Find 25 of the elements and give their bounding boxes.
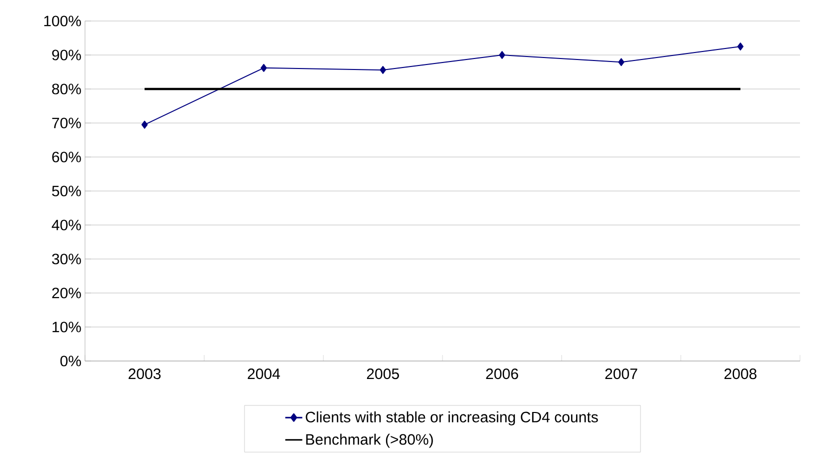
y-tick-label: 20% [52,288,81,298]
y-tick-label: 30% [52,254,81,264]
point [737,42,744,50]
point [141,120,148,129]
x-tick-label: 2006 [486,368,518,380]
y-tick-label: 70% [52,118,81,128]
legend-label: Clients with stable or increasing CD4 counts [306,411,598,426]
point [380,66,386,74]
y-tick-label: 90% [52,50,81,60]
y-tick-label: 60% [52,152,81,162]
y-tick-label: 40% [52,220,81,230]
x-tick-label: 2003 [128,368,161,380]
x-tick-label: 2007 [605,368,638,380]
y-tick-label: 80% [52,84,81,94]
x-tick-label: 2005 [366,368,399,380]
y-tick-label: 10% [52,322,81,332]
point [618,58,624,66]
x-tick-label: 2008 [724,368,756,380]
y-tick-label: 50% [52,186,81,196]
legend-label: Benchmark (>80%) [306,434,433,448]
point [260,64,267,72]
x-tick-label: 2004 [248,368,280,380]
y-tick-label: 0% [60,356,81,366]
y-tick-label: 100% [44,16,81,26]
point [498,51,506,59]
